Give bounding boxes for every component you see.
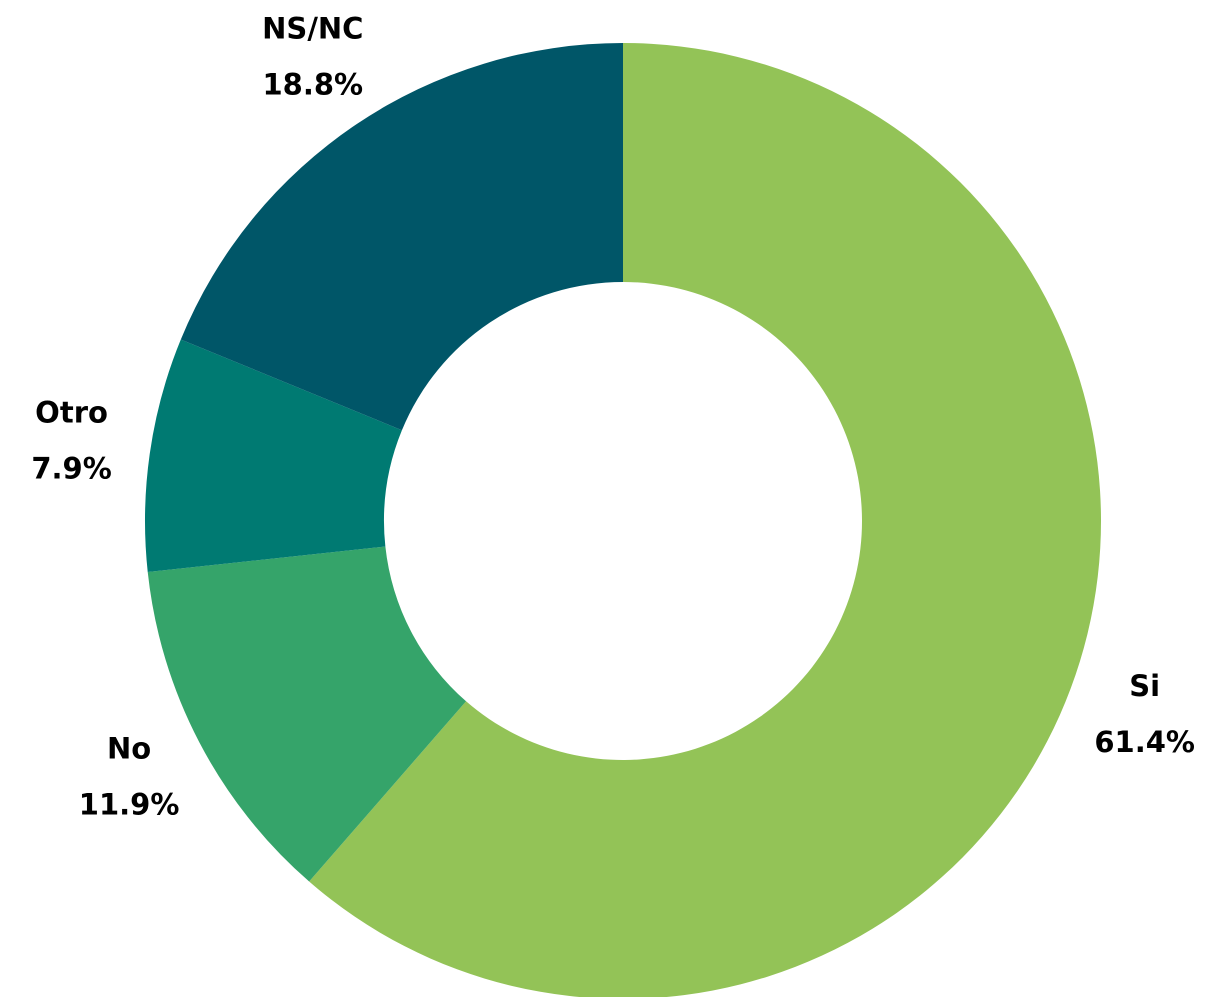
value-label: 18.8%: [263, 67, 364, 101]
donut-slice: [309, 43, 1101, 997]
value-label: 61.4%: [1094, 725, 1195, 759]
donut-slice: [180, 42, 623, 431]
slice-label: Otro: [35, 396, 108, 430]
value-label: 11.9%: [79, 788, 180, 822]
donut-slice: [147, 546, 467, 882]
slice-label: Si: [1129, 669, 1160, 703]
value-label: 7.9%: [31, 452, 111, 486]
slice-label: No: [107, 732, 151, 766]
slice-label: NS/NC: [262, 11, 363, 45]
donut-slice: [145, 339, 402, 572]
